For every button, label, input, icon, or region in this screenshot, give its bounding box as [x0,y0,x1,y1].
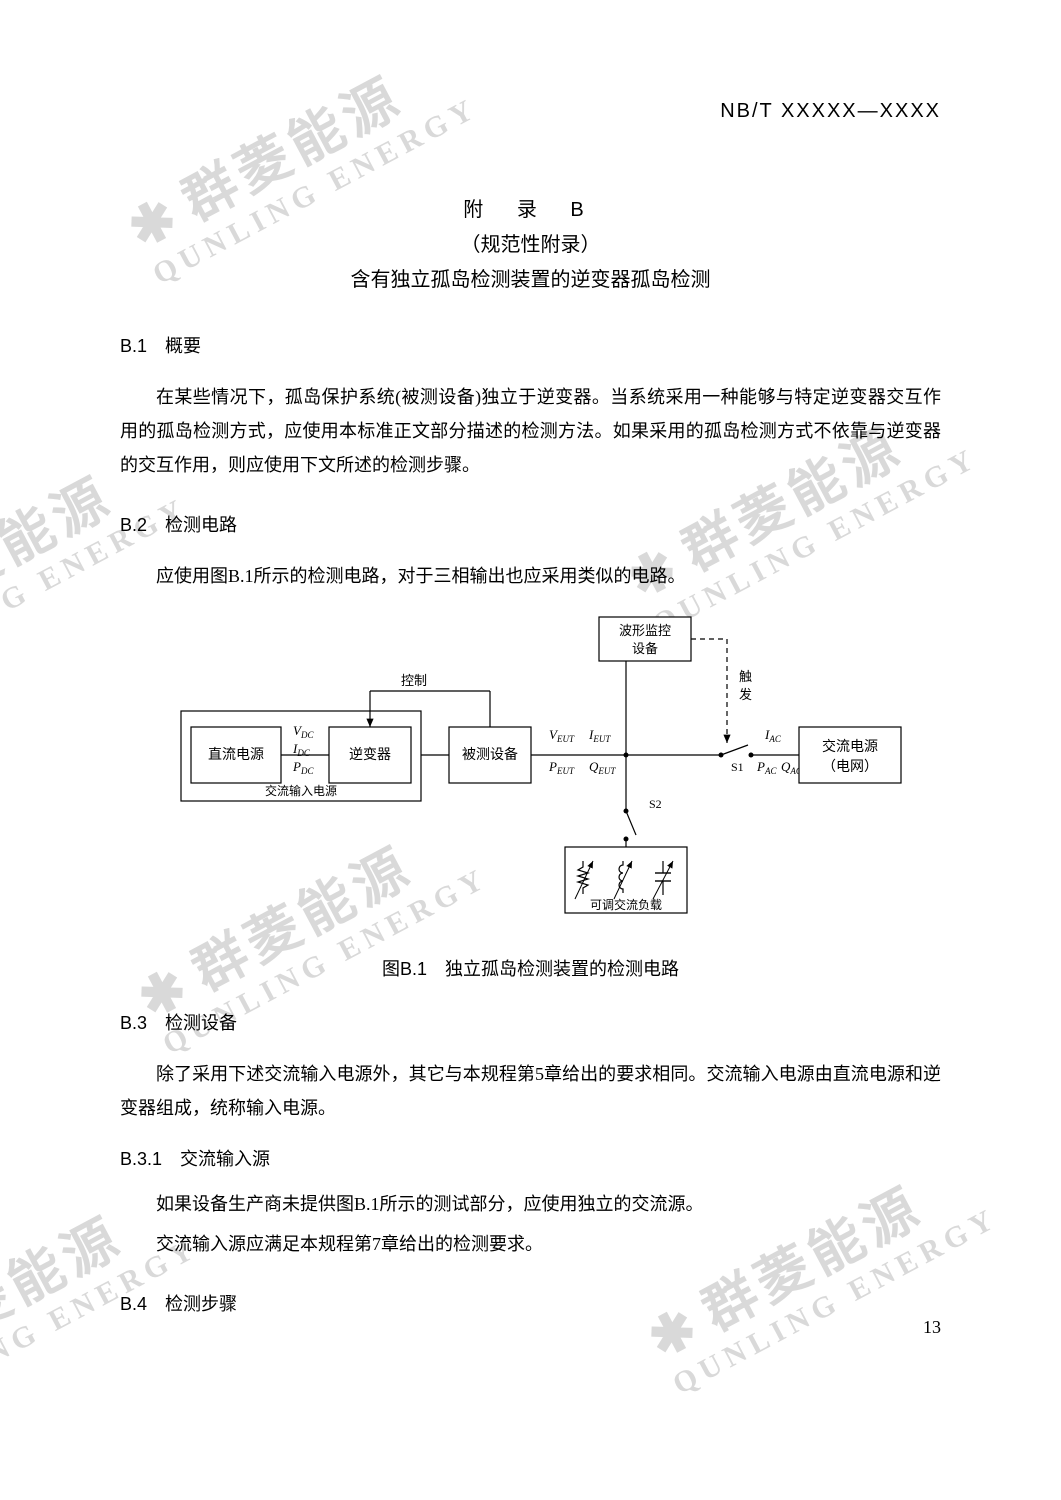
group-label: 交流输入电源 [264,783,336,798]
inverter-label: 逆变器 [349,747,391,763]
trigger-label-2: 发 [739,687,752,702]
svg-text:IAC: IAC [764,727,782,744]
section-b1-para: 在某些情况下，孤岛保护系统(被测设备)独立于逆变器。当系统采用一种能够与特定逆变… [120,380,941,483]
page-number: 13 [923,1317,941,1338]
section-b3-1-para1: 如果设备生产商未提供图B.1所示的测试部分，应使用独立的交流源。 [120,1187,941,1221]
appendix-subtitle: （规范性附录） [120,228,941,257]
load-label: 可调交流负载 [589,897,661,912]
section-b2-heading: B.2 检测电路 [120,511,941,537]
section-b2-para: 应使用图B.1所示的检测电路，对于三相输出也应采用类似的电路。 [120,559,941,593]
ac-source-label-2: （电网） [822,759,878,775]
figure-caption: 图B.1 独立孤岛检测装置的检测电路 [120,955,941,981]
control-label: 控制 [401,673,427,688]
eut-label: 被测设备 [462,746,518,763]
s2-label: S2 [649,797,662,811]
figure-b1: 交流输入电源 直流电源 逆变器 VDC IDC PDC 被测设备 波形监控 设备 [120,611,941,981]
dc-source-label: 直流电源 [208,746,264,763]
appendix-caption: 含有独立孤岛检测装置的逆变器孤岛检测 [120,263,941,292]
doc-code: NB/T XXXXX—XXXX [120,100,941,123]
section-b3-para: 除了采用下述交流输入电源外，其它与本规程第5章给出的要求相同。交流输入电源由直流… [120,1057,941,1125]
section-b1-heading: B.1 概要 [120,332,941,358]
svg-text:IEUT: IEUT [588,727,611,744]
ac-source-label-1: 交流电源 [822,738,878,755]
monitor-label-2: 设备 [631,641,657,656]
trigger-label-1: 触 [739,669,752,684]
section-b3-1-heading: B.3.1 交流输入源 [120,1145,941,1171]
title-block: 附 录 B （规范性附录） 含有独立孤岛检测装置的逆变器孤岛检测 [120,193,941,292]
svg-text:VDC: VDC [293,723,314,740]
svg-text:VEUT: VEUT [549,727,575,744]
section-b3-1-para2: 交流输入源应满足本规程第7章给出的检测要求。 [120,1227,941,1261]
svg-text:PEUT: PEUT [548,759,575,776]
svg-text:PAC: PAC [756,759,777,776]
svg-text:PDC: PDC [292,759,314,776]
monitor-label-1: 波形监控 [618,623,670,638]
svg-text:QEUT: QEUT [589,759,616,776]
section-b4-heading: B.4 检测步骤 [120,1290,941,1316]
appendix-title: 附 录 B [120,193,941,222]
section-b3-heading: B.3 检测设备 [120,1009,941,1035]
circuit-diagram: 交流输入电源 直流电源 逆变器 VDC IDC PDC 被测设备 波形监控 设备 [151,611,911,941]
page: NB/T XXXXX—XXXX 附 录 B （规范性附录） 含有独立孤岛检测装置… [0,0,1061,1398]
s1-label: S1 [731,760,744,774]
